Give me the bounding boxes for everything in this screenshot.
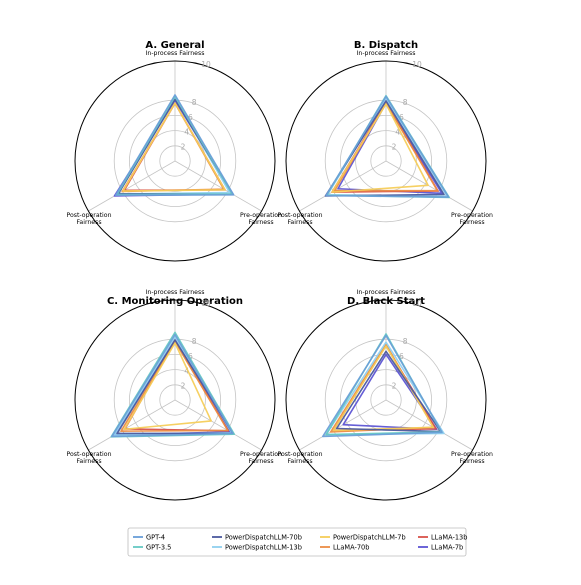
tick-label: 2 [181,142,186,151]
axis-spoke [299,160,387,212]
axis-label: Post-operation Fairness [66,451,111,465]
tick-label: 6 [399,113,404,122]
tick-label: 10 [201,60,211,69]
series-polygon-gpt-4 [111,333,234,438]
legend-label: PowerDispatchLLM-13b [225,543,302,551]
tick-label: 8 [403,337,408,346]
radar-panels: A. General 2 4 6 8 10 In-process Fairness Pre-o… [66,40,493,501]
legend-item: PowerDispatchLLM-70b [212,533,302,541]
series-polygon-llama-13b [331,101,439,193]
radar-panel: B. Dispatch 2 4 6 8 10 In-process Fairness Pre-… [277,40,493,262]
axis-label: In-process Fairness [146,50,205,57]
tick-label: 4 [184,367,189,376]
legend-label: PowerDispatchLLM-70b [225,533,302,541]
series-polygon-powerdispatchllm-7b [123,342,212,431]
axis-label: Post-operation Fairness [66,212,111,226]
series-polygon-gpt-4 [322,334,443,438]
legend-label: GPT-4 [146,533,165,541]
radar-panel: A. General 2 4 6 8 10 In-process Fairness Pre-o… [66,40,282,262]
tick-label: 2 [392,381,397,390]
legend-label: LLaMA-13b [431,533,467,541]
series-polygon-powerdispatchllm-70b [324,100,445,197]
radar-panel: C. Monitoring Operation246810In-process … [66,289,282,501]
legend-item: PowerDispatchLLM-13b [212,543,302,551]
axis-label: Pre-operation Fairness [451,212,493,226]
legend-item: LLaMA-7b [418,543,463,551]
legend-item: GPT-3.5 [133,543,171,551]
tick-label: 2 [181,381,186,390]
legend-label: GPT-3.5 [146,543,171,551]
legend-label: PowerDispatchLLM-7b [333,533,406,541]
axis-label: Pre-operation Fairness [240,212,282,226]
legend-item: GPT-4 [133,533,165,541]
tick-label: 8 [192,98,197,107]
series-polygon-gpt-4 [114,94,235,196]
series-polygon-gpt-4 [325,95,450,198]
axis-label: In-process Fairness [357,289,416,296]
outer-frame [74,60,276,262]
legend-item: LLaMA-13b [418,533,467,541]
legend-label: LLaMA-7b [431,543,463,551]
series-polygon-powerdispatchllm-7b [122,102,226,192]
axis-label: Post-operation Fairness [277,212,322,226]
series-polygon-llama-70b [121,102,225,193]
tick-label: 4 [395,128,400,137]
axis-spoke [88,399,176,451]
outer-frame [74,299,276,501]
series-polygon-gpt-3-5 [325,94,450,199]
chart-legend: GPT-4 PowerDispatchLLM-70b PowerDispatchLL… [127,527,467,557]
tick-label: 6 [188,352,193,361]
tick-label: 10 [412,60,422,69]
legend-item: LLaMA-70b [320,543,369,551]
tick-label: 8 [403,98,408,107]
series-polygon-powerdispatchllm-7b [331,103,429,193]
panel-title: B. Dispatch [354,40,418,51]
legend-frame [127,527,467,557]
axis-label: Pre-operation Fairness [240,451,282,465]
series-polygon-llama-70b [120,340,229,432]
tick-label: 6 [399,352,404,361]
tick-label: 8 [192,337,197,346]
tick-label: 10 [201,299,211,308]
tick-label: 10 [412,299,422,308]
series-polygon-llama-7b [342,353,438,431]
tick-label: 6 [188,113,193,122]
tick-label: 2 [392,142,397,151]
series-polygon-powerdispatchllm-70b [335,350,442,433]
legend-label: LLaMA-70b [333,543,369,551]
axis-label: In-process Fairness [146,289,205,296]
axis-label: In-process Fairness [357,50,416,57]
axis-spoke [88,160,176,212]
outer-frame [285,299,487,501]
axis-spoke [174,399,262,451]
series-polygon-powerdispatchllm-70b [116,339,234,435]
legend-item: PowerDispatchLLM-7b [320,533,406,541]
axis-label: Pre-operation Fairness [451,451,493,465]
axis-label: Post-operation Fairness [277,451,322,465]
panel-title: A. General [145,40,204,51]
series-polygon-powerdispatchllm-70b [117,98,234,196]
outer-frame [285,60,487,262]
tick-label: 4 [184,128,189,137]
axis-spoke [174,160,262,212]
axis-spoke [385,399,473,451]
axis-spoke [385,160,473,212]
